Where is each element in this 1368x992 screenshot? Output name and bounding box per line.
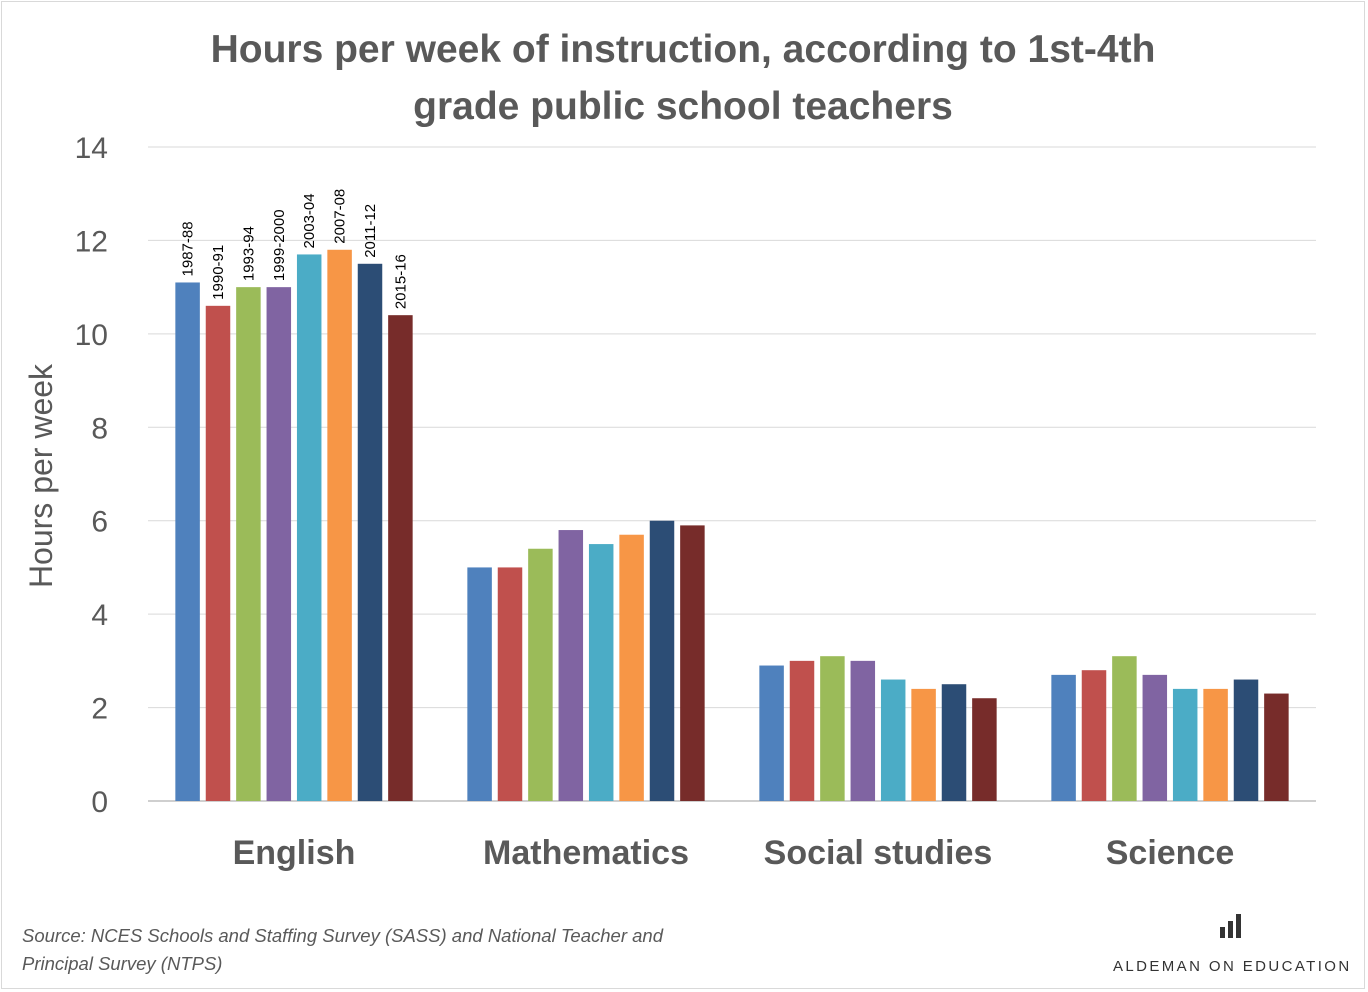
y-tick-label: 14 bbox=[75, 132, 108, 165]
series-label: 1987-88 bbox=[180, 221, 197, 276]
chart-title-line-2: grade public school teachers bbox=[413, 85, 953, 128]
bars bbox=[175, 249, 1289, 802]
y-tick-label: 10 bbox=[75, 319, 108, 352]
bar bbox=[941, 684, 967, 801]
series-label: 1990-91 bbox=[210, 245, 227, 300]
bar bbox=[266, 287, 292, 802]
bar bbox=[759, 665, 784, 801]
y-tick-label: 2 bbox=[91, 693, 108, 726]
bar bbox=[972, 698, 997, 801]
bar bbox=[1264, 693, 1289, 801]
bar bbox=[236, 287, 261, 802]
bar bbox=[357, 263, 383, 801]
y-tick-label: 4 bbox=[91, 599, 108, 632]
series-label: 1999-2000 bbox=[271, 209, 288, 281]
category-label: Social studies bbox=[764, 834, 993, 872]
bar bbox=[850, 660, 876, 801]
chart-title-line-1: Hours per week of instruction, according… bbox=[211, 28, 1156, 71]
bar bbox=[880, 679, 906, 801]
brand-name: ALDEMAN ON EDUCATION bbox=[1113, 958, 1352, 975]
source-note: Source: NCES Schools and Staffing Survey… bbox=[22, 925, 664, 974]
bar-chart-icon bbox=[1220, 914, 1241, 938]
series-label: 2015-16 bbox=[392, 254, 409, 309]
bar bbox=[327, 249, 352, 801]
bar bbox=[1081, 670, 1107, 801]
category-label: Science bbox=[1106, 834, 1235, 872]
bar bbox=[680, 525, 705, 801]
bar bbox=[558, 530, 584, 801]
series-label: 1993-94 bbox=[240, 226, 257, 281]
y-tick-label: 6 bbox=[91, 506, 108, 539]
y-tick-labels: 0 2 4 6 8 10 12 14 bbox=[75, 132, 108, 819]
bar bbox=[1112, 656, 1137, 801]
bar bbox=[911, 688, 936, 801]
bar bbox=[528, 548, 553, 801]
bar bbox=[175, 282, 200, 801]
y-axis-label: Hours per week bbox=[23, 363, 59, 588]
bar bbox=[388, 315, 413, 801]
y-tick-label: 8 bbox=[91, 412, 108, 445]
bar bbox=[467, 567, 492, 801]
bar bbox=[1142, 674, 1168, 801]
category-label: Mathematics bbox=[483, 834, 689, 872]
bar bbox=[1203, 688, 1228, 801]
bar bbox=[619, 534, 644, 801]
series-label: 2007-08 bbox=[332, 189, 349, 244]
series-label: 2003-04 bbox=[301, 193, 318, 248]
bar bbox=[1233, 679, 1259, 801]
bar bbox=[820, 656, 845, 801]
bar bbox=[649, 520, 675, 801]
gridlines bbox=[148, 146, 1316, 802]
y-tick-label: 0 bbox=[91, 786, 108, 819]
category-label: English bbox=[233, 834, 356, 872]
bar bbox=[1172, 688, 1198, 801]
y-tick-label: 12 bbox=[75, 225, 108, 258]
bar bbox=[1051, 674, 1076, 801]
series-label: 2011-12 bbox=[362, 204, 379, 258]
bar bbox=[205, 305, 231, 801]
bar bbox=[588, 544, 614, 801]
category-labels: English Mathematics Social studies Science bbox=[233, 834, 1235, 872]
series-labels: 1987-88 1990-91 1993-94 1999-2000 2003-04 200… bbox=[180, 189, 410, 309]
bar bbox=[789, 660, 815, 801]
bar bbox=[296, 254, 322, 801]
bar bbox=[497, 567, 523, 801]
